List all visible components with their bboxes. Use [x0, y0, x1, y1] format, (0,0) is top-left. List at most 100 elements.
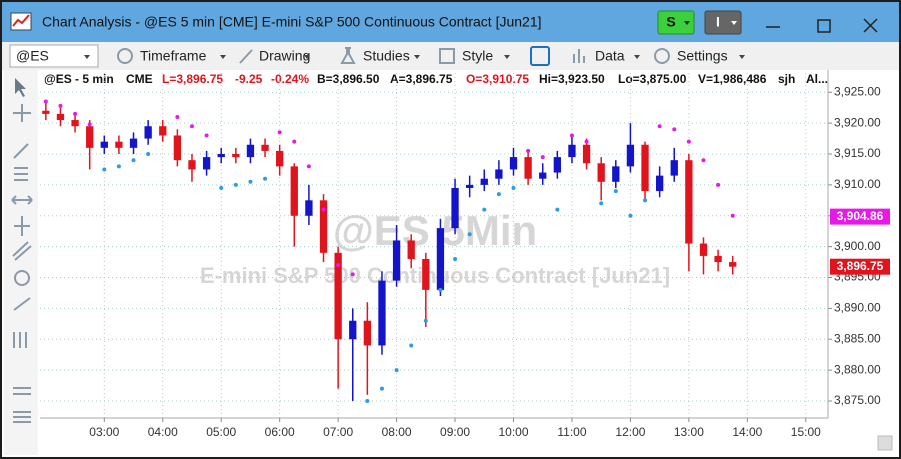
- window-title: Chart Analysis - @ES 5 min [CME] E-mini …: [42, 14, 542, 30]
- pointer-tool[interactable]: [15, 78, 26, 97]
- x-tick-label: 03:00: [89, 425, 119, 439]
- y-tick-label: 3,925.00: [834, 84, 881, 98]
- candle-body: [305, 200, 313, 216]
- sar-dot: [730, 213, 735, 218]
- sar-dot: [409, 343, 414, 348]
- drawing-icon: [239, 49, 253, 64]
- y-tick-label: 3,875.00: [834, 393, 881, 407]
- sar-dot: [292, 139, 297, 144]
- close-button[interactable]: [863, 18, 878, 33]
- y-tick-label: 3,915.00: [834, 146, 881, 160]
- drawing-tools-panel: [4, 70, 38, 455]
- candle-body: [641, 144, 649, 192]
- candle-body: [378, 280, 386, 346]
- sar-dot: [526, 148, 531, 153]
- candle-body: [290, 166, 298, 216]
- sar-dot: [423, 318, 428, 323]
- x-tick-label: 07:00: [323, 425, 353, 439]
- sar-dot: [599, 201, 604, 206]
- app-icon: [10, 12, 32, 31]
- sar-dot: [613, 189, 618, 194]
- toolbar-item[interactable]: Data: [595, 48, 625, 64]
- s-button[interactable]: S: [657, 10, 695, 35]
- sar-dot: [569, 133, 574, 138]
- header-last: L=3,896.75: [162, 72, 223, 86]
- toolbar-item[interactable]: Studies: [363, 48, 410, 64]
- horizontal-tool[interactable]: [11, 195, 33, 205]
- trendline-tool[interactable]: [13, 143, 29, 159]
- fib-tool[interactable]: [13, 411, 31, 423]
- sar-dot: [336, 263, 341, 268]
- sar-dot: [628, 213, 633, 218]
- candle-body: [261, 144, 269, 151]
- sar-dot: [496, 192, 501, 197]
- price-marker-label: 3,904.86: [837, 209, 884, 223]
- watermark-symbol: @ES 5Min: [333, 207, 537, 254]
- lines-tool[interactable]: [14, 167, 28, 181]
- bars-tool[interactable]: [13, 332, 27, 348]
- x-tick-label: 15:00: [791, 425, 821, 439]
- candle-body: [71, 120, 79, 127]
- toolbar: [2, 42, 899, 70]
- toolbar-item[interactable]: Drawing: [259, 48, 310, 64]
- candle-body: [202, 157, 211, 170]
- levels-tool[interactable]: [13, 387, 31, 395]
- candle-body: [480, 178, 488, 185]
- candle-body: [466, 184, 474, 188]
- y-tick-label: 3,900.00: [834, 239, 881, 253]
- candle-body: [685, 160, 693, 244]
- i-button-label: I: [716, 14, 720, 30]
- vertical-tool[interactable]: [14, 216, 30, 236]
- x-tick-label: 04:00: [148, 425, 178, 439]
- sar-dot: [467, 232, 472, 237]
- toolbar-item[interactable]: Style: [462, 48, 493, 64]
- i-button[interactable]: I: [704, 10, 742, 35]
- studies-icon: [340, 47, 356, 64]
- toolbar-items: @ES Timeframe Drawing Studies Style Data…: [9, 44, 745, 68]
- candle-body: [714, 255, 722, 263]
- symbol-box[interactable]: @ES: [9, 44, 99, 68]
- candle-body: [56, 113, 65, 121]
- ruler-tool[interactable]: [13, 297, 31, 311]
- candle-body: [495, 169, 503, 179]
- timeframe-icon: [117, 48, 133, 64]
- x-tick-label: 13:00: [674, 425, 704, 439]
- sar-dot: [58, 103, 63, 108]
- x-tick-label: 09:00: [440, 425, 470, 439]
- crosshair-tool[interactable]: [13, 104, 31, 122]
- sar-dot: [87, 122, 92, 127]
- candle-body: [729, 262, 737, 267]
- toolbar-item[interactable]: Settings: [677, 48, 728, 64]
- circle-tool[interactable]: [14, 270, 30, 286]
- candle-body: [349, 320, 357, 340]
- sar-dot: [321, 207, 326, 212]
- sar-dot: [511, 185, 516, 190]
- layout-icon[interactable]: [530, 46, 550, 66]
- price-marker: [830, 258, 890, 275]
- candle-body: [539, 172, 547, 179]
- candle-body: [597, 163, 605, 182]
- candle-body: [509, 157, 518, 170]
- scroll-button[interactable]: [877, 435, 893, 451]
- x-tick-label: 08:00: [382, 425, 412, 439]
- candle-body: [217, 154, 225, 158]
- sar-dot: [379, 386, 384, 391]
- sar-dot: [43, 99, 48, 104]
- candle-body: [524, 157, 532, 179]
- candle-body: [655, 175, 664, 192]
- candle-body: [392, 240, 401, 281]
- maximize-button[interactable]: [817, 19, 831, 33]
- header-exchange: CME: [126, 72, 153, 86]
- channel-tool[interactable]: [12, 241, 32, 261]
- sar-dot: [555, 207, 560, 212]
- sar-dot: [233, 182, 238, 187]
- header-user: sjh: [778, 72, 795, 86]
- candle-body: [159, 126, 167, 136]
- s-button-label: S: [666, 14, 675, 30]
- x-tick-label: 10:00: [498, 425, 528, 439]
- watermark-description: E-mini S&P 500 Continuous Contract [Jun2…: [200, 263, 670, 288]
- y-tick-label: 3,920.00: [834, 115, 881, 129]
- sar-dot: [657, 124, 662, 129]
- toolbar-item[interactable]: Timeframe: [140, 48, 207, 64]
